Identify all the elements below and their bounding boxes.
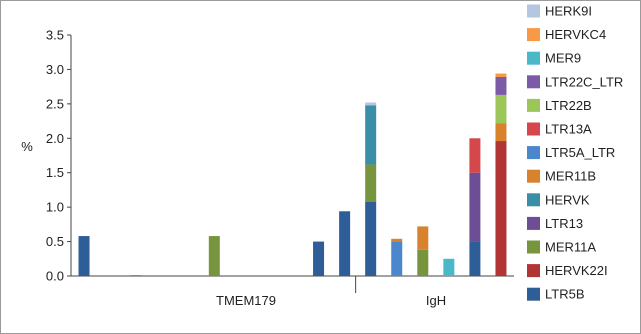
legend-swatch	[527, 75, 540, 89]
legend-label: LTR22B	[545, 98, 592, 113]
y-tick-label: 3.5	[46, 28, 64, 43]
bar-segment-mer11b	[495, 123, 507, 142]
legend-label: LTR5B	[545, 287, 585, 302]
bar-segment-ltr13a	[469, 138, 481, 173]
legend-swatch	[527, 122, 540, 136]
bar-segment-ltr22b	[495, 94, 507, 124]
bar-segment-hervk	[365, 105, 377, 165]
bar-segment-mer11a	[208, 236, 220, 276]
bar-segment-herk9i	[365, 102, 377, 106]
bar-segment-mer11a	[365, 164, 377, 202]
y-tick-label: 2.5	[46, 96, 64, 111]
legend-swatch	[527, 169, 540, 183]
y-tick-label: 0.0	[46, 269, 64, 284]
y-tick-label: 2.0	[46, 131, 64, 146]
legend-swatch	[527, 240, 540, 254]
legend-swatch	[527, 216, 540, 230]
legend-swatch	[527, 264, 540, 278]
bar-segment-mer9	[443, 258, 455, 276]
bar-segment-mer11b	[417, 226, 429, 250]
group-label-tmem179: TMEM179	[216, 293, 276, 308]
legend-label: LTR13	[545, 216, 583, 231]
y-axis-label: %	[21, 139, 33, 154]
bar-segment-hervkc4	[495, 73, 507, 78]
bar-segment-mer11a	[417, 249, 429, 276]
legend-label: LTR13A	[545, 122, 592, 137]
bar-segment-ltr5b	[313, 241, 325, 276]
y-tick-label: 1.0	[46, 200, 64, 215]
legend-swatch	[527, 146, 540, 160]
bar-segment-mer11b	[391, 238, 403, 242]
group-label-igh: IgH	[426, 293, 446, 308]
bar-segment-ltr5b	[130, 275, 142, 277]
y-tick-label: 0.5	[46, 234, 64, 249]
legend-swatch	[527, 51, 540, 65]
bar-segment-ltr5b	[365, 201, 377, 276]
bar-segment-ltr5b	[78, 236, 90, 276]
bar-segment-ltr22c-ltr	[495, 77, 507, 95]
legend-swatch	[527, 28, 540, 42]
legend-swatch	[527, 193, 540, 207]
legend-label: MER11B	[545, 169, 596, 184]
legend-label: HERVK	[545, 192, 590, 207]
bar-segment-ltr5b	[469, 241, 481, 276]
bar-segment-ltr13	[469, 172, 481, 242]
y-tick-label: 1.5	[46, 165, 64, 180]
legend-swatch	[527, 4, 540, 18]
bar-segment-ltr5b	[339, 211, 351, 276]
legend-label: MER9	[545, 51, 581, 66]
legend-label: MER11A	[545, 240, 596, 255]
legend-label: LTR22C_LTR	[545, 74, 623, 89]
legend-label: LTR5A_LTR	[545, 145, 615, 160]
bar-segment-ltr5a-ltr	[391, 241, 403, 276]
legend-label: HERVK22I	[545, 263, 608, 278]
legend-label: HERVKC4	[545, 27, 606, 42]
y-tick-label: 3.0	[46, 62, 64, 77]
legend-swatch	[527, 98, 540, 112]
legend-label: HERK9I	[545, 4, 592, 19]
legend-swatch	[527, 287, 540, 301]
bar-segment-hervk22i	[495, 141, 507, 276]
